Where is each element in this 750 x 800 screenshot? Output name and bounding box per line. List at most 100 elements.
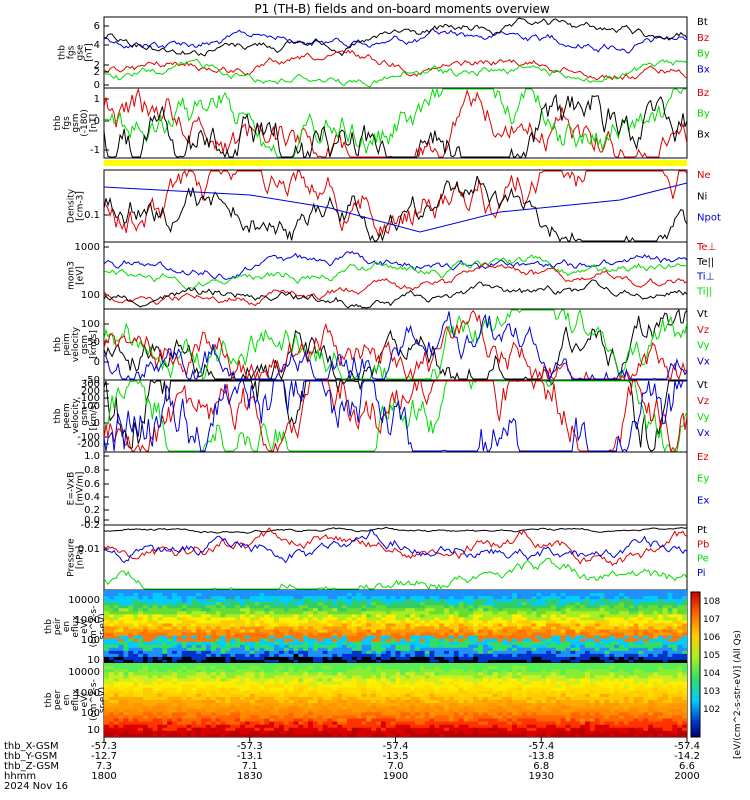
heatmap-cell bbox=[643, 663, 649, 667]
heatmap-cell bbox=[235, 647, 241, 652]
heatmap-cell bbox=[152, 596, 158, 600]
heatmap-cell bbox=[682, 690, 687, 695]
heatmap-cell bbox=[395, 709, 401, 713]
heatmap-cell bbox=[589, 709, 596, 713]
heatmap-cell bbox=[594, 693, 601, 698]
heatmap-cell bbox=[128, 687, 134, 692]
heatmap-cell bbox=[682, 656, 687, 661]
heatmap-cell bbox=[244, 663, 251, 667]
heatmap-cell bbox=[303, 647, 309, 652]
heatmap-cell bbox=[560, 626, 567, 631]
heatmap-cell bbox=[439, 700, 445, 704]
heatmap-cell bbox=[584, 653, 591, 658]
heatmap-cell bbox=[541, 684, 547, 689]
heatmap-cell bbox=[138, 672, 144, 676]
heatmap-cell bbox=[546, 678, 552, 682]
heatmap-cell bbox=[628, 650, 635, 655]
heatmap-cell bbox=[657, 605, 664, 609]
heatmap-cell bbox=[337, 672, 343, 676]
heatmap-cell bbox=[104, 663, 110, 667]
heatmap-cell bbox=[439, 641, 445, 646]
heatmap-cell bbox=[240, 629, 246, 634]
heatmap-cell bbox=[526, 647, 533, 652]
heatmap-cell bbox=[546, 663, 552, 667]
heatmap-cell bbox=[424, 656, 431, 661]
heatmap-cell bbox=[152, 659, 158, 663]
heatmap-cell bbox=[376, 638, 382, 643]
heatmap-cell bbox=[424, 611, 431, 615]
heatmap-cell bbox=[332, 693, 338, 698]
heatmap-cell bbox=[667, 663, 673, 667]
heatmap-cell bbox=[123, 706, 129, 710]
heatmap-cell bbox=[215, 650, 222, 655]
heatmap-cell bbox=[618, 684, 625, 689]
y-tick-label: -100 bbox=[77, 432, 100, 443]
heatmap-cell bbox=[560, 690, 567, 695]
heatmap-cell bbox=[439, 596, 445, 600]
heatmap-cell bbox=[444, 614, 450, 618]
heatmap-cell bbox=[526, 656, 533, 661]
heatmap-cell bbox=[458, 641, 465, 646]
heatmap-cell bbox=[186, 593, 192, 597]
heatmap-cell bbox=[589, 599, 596, 603]
heatmap-cell bbox=[274, 659, 280, 663]
heatmap-cell bbox=[463, 666, 469, 670]
heatmap-cell bbox=[652, 672, 659, 676]
heatmap-cell bbox=[186, 620, 192, 624]
heatmap-cell bbox=[351, 593, 358, 597]
heatmap-cell bbox=[283, 700, 290, 704]
heatmap-cell bbox=[512, 611, 518, 615]
heatmap-cell bbox=[672, 605, 678, 609]
heatmap-cell bbox=[366, 690, 372, 695]
heatmap-cell bbox=[206, 617, 212, 621]
heatmap-cell bbox=[317, 703, 324, 707]
heatmap-cell bbox=[181, 706, 188, 710]
heatmap-cell bbox=[259, 644, 265, 649]
heatmap-cell bbox=[249, 620, 256, 624]
heatmap-cell bbox=[371, 632, 377, 637]
heatmap-cell bbox=[201, 659, 207, 663]
legend-Bz: Bz bbox=[697, 33, 709, 44]
heatmap-cell bbox=[677, 675, 683, 679]
y-axis-label: en bbox=[62, 694, 72, 705]
heatmap-cell bbox=[142, 596, 149, 600]
heatmap-cell bbox=[609, 608, 615, 612]
heatmap-cell bbox=[580, 620, 586, 624]
heatmap-cell bbox=[419, 656, 426, 661]
heatmap-cell bbox=[507, 700, 513, 704]
heatmap-cell bbox=[526, 635, 533, 640]
heatmap-cell bbox=[507, 629, 513, 634]
heatmap-cell bbox=[142, 632, 149, 637]
heatmap-cell bbox=[235, 611, 241, 615]
heatmap-cell bbox=[575, 675, 581, 679]
heatmap-cell bbox=[371, 666, 377, 670]
heatmap-cell bbox=[142, 605, 149, 609]
heatmap-cell bbox=[278, 700, 285, 704]
heatmap-cell bbox=[186, 659, 192, 663]
legend-Vx: Vx bbox=[697, 356, 710, 367]
heatmap-cell bbox=[157, 602, 163, 606]
heatmap-cell bbox=[249, 626, 256, 631]
heatmap-cell bbox=[541, 623, 547, 627]
heatmap-cell bbox=[317, 696, 324, 701]
heatmap-cell bbox=[230, 700, 236, 704]
heatmap-cell bbox=[186, 623, 192, 627]
heatmap-cell bbox=[424, 675, 431, 679]
heatmap-cell bbox=[361, 647, 367, 652]
heatmap-cell bbox=[478, 617, 484, 621]
heatmap-cell bbox=[497, 647, 503, 652]
heatmap-cell bbox=[560, 684, 567, 689]
heatmap-cell bbox=[167, 693, 173, 698]
heatmap-cell bbox=[376, 647, 382, 652]
heatmap-cell bbox=[162, 669, 168, 673]
heatmap-cell bbox=[473, 653, 479, 658]
heatmap-cell bbox=[385, 644, 392, 649]
heatmap-cell bbox=[429, 629, 435, 634]
heatmap-cell bbox=[589, 666, 596, 670]
heatmap-cell bbox=[332, 690, 338, 695]
heatmap-cell bbox=[351, 623, 358, 627]
heatmap-cell bbox=[293, 611, 299, 615]
heatmap-cell bbox=[599, 672, 605, 676]
heatmap-cell bbox=[380, 709, 387, 713]
heatmap-cell bbox=[439, 693, 445, 698]
